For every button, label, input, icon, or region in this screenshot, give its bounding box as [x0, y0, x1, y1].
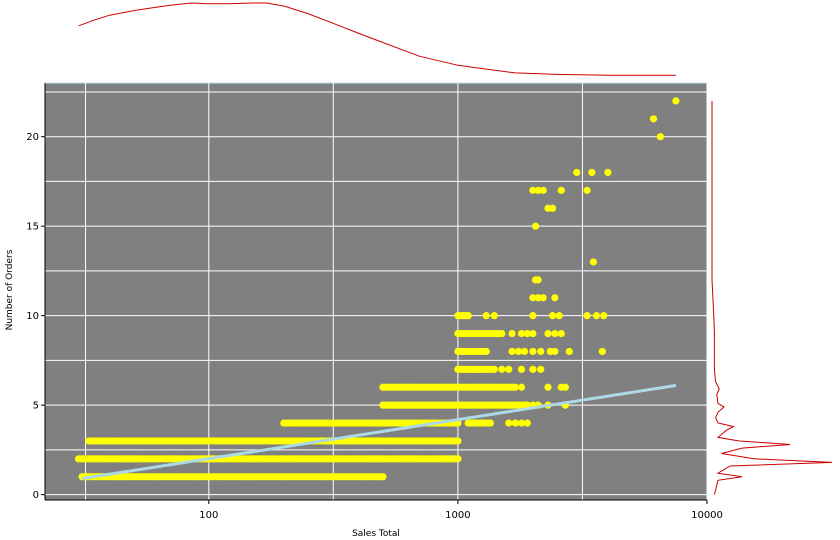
x-tick-label: 10000 [691, 510, 723, 521]
data-point [539, 186, 547, 194]
y-tick-label: 0 [33, 490, 39, 501]
data-point [551, 294, 559, 302]
data-point [523, 419, 531, 427]
data-point [551, 329, 559, 338]
data-point [583, 186, 591, 194]
data-point [656, 133, 665, 141]
data-point [464, 312, 472, 320]
data-point [537, 365, 545, 373]
data-point [454, 437, 462, 445]
marginal-x-density-curve [78, 2, 676, 76]
data-point [520, 347, 529, 356]
x-tick-label: 100 [199, 510, 218, 521]
y-axis-label: Number of Orders [5, 249, 15, 330]
data-point [490, 312, 498, 320]
data-point [544, 329, 552, 338]
data-point [557, 186, 565, 194]
data-point [600, 312, 608, 320]
data-point [565, 347, 573, 356]
scatter-points [74, 97, 680, 481]
data-point [557, 329, 565, 338]
data-point [498, 365, 506, 373]
data-point [573, 168, 581, 177]
data-point [592, 312, 601, 320]
data-point [517, 419, 526, 427]
data-point [517, 329, 526, 338]
grid-lines [45, 83, 708, 500]
y-tick-label: 15 [26, 222, 39, 233]
data-point [505, 365, 513, 373]
data-point [508, 329, 516, 338]
data-point [498, 329, 506, 338]
trend-line [81, 383, 677, 481]
data-point [511, 383, 519, 391]
data-point [379, 473, 387, 481]
data-point [511, 419, 519, 427]
trend-line-segment [81, 383, 677, 481]
x-axis-label: Sales Total [352, 529, 400, 539]
tick-labels: 0 5 10 15 20 100 1000 10000 [26, 132, 723, 521]
data-point [561, 383, 569, 391]
data-point [531, 222, 540, 230]
data-point [588, 168, 596, 177]
data-point [514, 347, 523, 356]
data-point [537, 347, 545, 356]
data-point [517, 365, 526, 373]
data-point [482, 312, 490, 320]
data-point [672, 97, 680, 105]
data-point [523, 329, 531, 338]
data-point [649, 115, 658, 123]
data-point [539, 294, 547, 302]
data-point [508, 347, 516, 356]
marginal-y-density-curve [711, 100, 833, 495]
data-point [490, 365, 498, 373]
data-point [589, 258, 598, 266]
x-tick-label: 1000 [445, 510, 470, 521]
data-point [529, 312, 537, 320]
data-point [486, 419, 494, 427]
data-point [549, 204, 557, 212]
data-point [534, 276, 542, 284]
y-tick-label: 10 [26, 311, 39, 322]
data-point [529, 329, 537, 338]
data-point [598, 347, 606, 356]
data-point [549, 312, 557, 320]
y-tick-label: 20 [26, 132, 39, 143]
data-point [551, 347, 559, 356]
data-point [454, 455, 462, 463]
data-point [529, 347, 537, 356]
data-point [517, 383, 526, 391]
data-point [534, 294, 542, 302]
data-point [555, 312, 563, 320]
data-point [529, 294, 537, 302]
y-tick-label: 5 [33, 401, 39, 412]
data-point [505, 419, 513, 427]
data-point [534, 186, 542, 194]
data-point [482, 347, 490, 356]
marginal-y-density [711, 100, 833, 495]
plot-panel [45, 83, 707, 500]
axes [44, 83, 707, 501]
marginal-x-density [78, 2, 676, 76]
data-point [604, 168, 612, 177]
data-point [544, 383, 552, 391]
data-point [583, 312, 591, 320]
data-point [529, 186, 537, 194]
data-point [529, 365, 537, 373]
